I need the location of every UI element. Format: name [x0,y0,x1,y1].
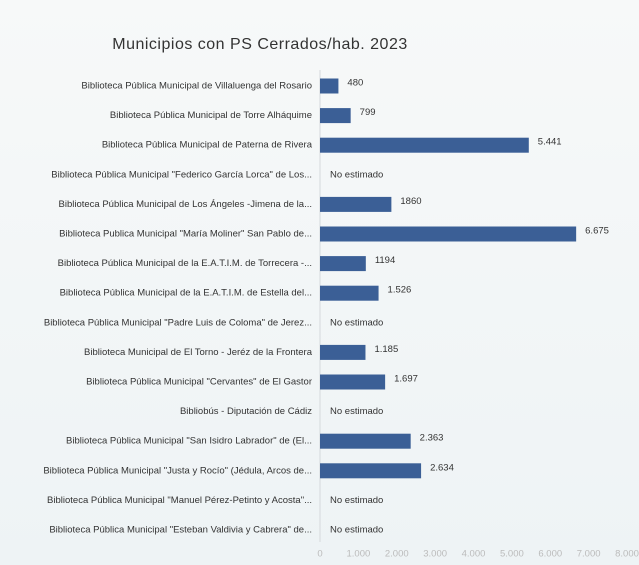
value-label: 1194 [375,255,395,266]
x-tick-label: 1.000 [346,549,370,560]
y-tick-label: Biblioteca Pública Municipal de Torre Al… [110,110,312,121]
value-label: 1860 [400,196,421,207]
value-label: 1.185 [374,344,398,355]
value-label: 5.441 [538,137,562,148]
value-label: No estimado [330,525,383,536]
value-label: 799 [360,107,376,118]
chart-title: Municipios con PS Cerrados/hab. 2023 [112,36,408,53]
y-tick-label: Biblioteca Pública Municipal de la E.A.T… [60,288,312,299]
y-tick-label: Bibliobús - Diputación de Cádiz [180,406,312,417]
bar [320,256,366,272]
bar [320,344,366,360]
y-tick-label: Biblioteca Pública Municipal "Manuel Pér… [47,495,312,506]
x-tick-label: 6.000 [538,549,562,560]
y-tick-label: Biblioteca Pública Municipal "Federico G… [51,169,312,180]
value-label: No estimado [330,169,383,180]
y-tick-label: Biblioteca Pública Municipal "Justa y Ro… [43,465,312,476]
bar [320,78,339,94]
y-tick-label: Biblioteca Pública Municipal de Paterna … [102,140,313,151]
y-tick-label: Biblioteca Pública Municipal de la E.A.T… [58,258,312,269]
bar [320,226,577,242]
x-tick-label: 4.000 [462,549,486,560]
value-label: No estimado [330,317,383,328]
y-tick-label: Biblioteca Pública Municipal "San Isidro… [66,436,312,447]
x-tick-label: 7.000 [577,549,601,560]
y-tick-label: Biblioteca Pública Municipal "Padre Luis… [44,317,312,328]
bar [320,374,386,390]
y-tick-label: Biblioteca Municipal de El Torno - Jeréz… [84,347,313,358]
bar [320,433,411,449]
bar [320,196,392,212]
y-tick-label: Biblioteca Pública Municipal de Los Ánge… [59,199,312,210]
bar [320,108,351,124]
value-label: No estimado [330,495,383,506]
bar [320,285,379,301]
x-tick-label: 3.000 [423,549,447,560]
y-tick-label: Biblioteca Pública Municipal de Villalue… [81,81,312,92]
value-label: 1.697 [394,374,418,385]
bar [320,137,529,153]
x-tick-label: 5.000 [500,549,524,560]
value-label: 2.363 [420,433,444,444]
bar [320,463,422,479]
x-tick-label: 8.000 [615,549,639,560]
value-label: 2.634 [430,462,454,473]
value-label: No estimado [330,406,383,417]
value-label: 480 [347,78,363,89]
y-tick-label: Biblioteca Pública Municipal "Esteban Va… [49,525,312,536]
value-label: 1.526 [388,285,412,296]
x-tick-label: 0 [317,549,322,560]
y-tick-label: Biblioteca Publica Municipal "María Moli… [59,229,312,240]
value-label: 6.675 [585,226,609,237]
y-tick-label: Biblioteca Pública Municipal "Cervantes"… [86,377,312,388]
x-tick-label: 2.000 [385,549,409,560]
